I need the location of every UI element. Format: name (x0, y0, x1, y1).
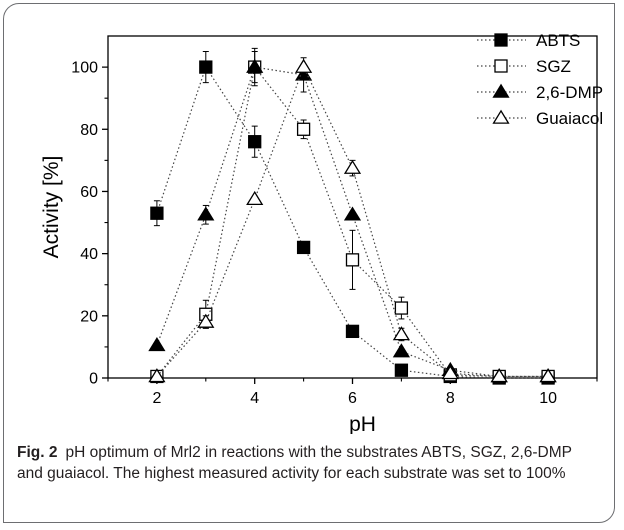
data-point (199, 60, 213, 74)
y-axis-label: Activity [%] (40, 156, 63, 259)
y-tick-label: 60 (80, 184, 98, 201)
x-tick-label: 4 (250, 390, 259, 407)
data-point (246, 58, 264, 73)
data-point (345, 253, 360, 267)
data-point (539, 368, 557, 383)
data-point (392, 326, 410, 341)
data-point (441, 365, 459, 380)
legend-label: Guaiacol (536, 109, 603, 128)
data-point (296, 122, 311, 136)
x-tick-label: 6 (348, 390, 357, 407)
figure-caption: Fig. 2 pH optimum of Mrl2 in reactions wi… (17, 442, 577, 484)
data-point (296, 240, 311, 255)
data-point (490, 368, 508, 383)
legend-item-guaiacol: Guaiacol (477, 109, 603, 128)
y-tick-label: 20 (80, 308, 98, 325)
data-point (343, 159, 362, 174)
data-point (295, 66, 313, 81)
data-point (343, 206, 362, 221)
y-tick-label: 0 (89, 371, 98, 388)
caption-text: pH optimum of Mrl2 in reactions with the… (17, 444, 572, 482)
legend-label: 2,6-DMP (536, 83, 603, 102)
y-tick-label: 80 (80, 122, 98, 139)
legend-item-sgz: SGZ (477, 57, 571, 76)
x-axis-label: pH (349, 413, 376, 434)
data-point (148, 337, 166, 352)
plot-area (148, 47, 557, 385)
series-guaiacol (148, 58, 557, 383)
y-tick-label: 40 (80, 246, 98, 263)
x-tick-label: 2 (152, 390, 161, 407)
data-point (392, 343, 410, 358)
data-point (394, 301, 409, 315)
data-point (248, 135, 262, 149)
figure-frame: 2 4 6 8 10 0 20 40 60 80 100 pH Activity [%] ABTS SGZ… (3, 3, 615, 523)
caption-label: Fig. 2 (17, 444, 58, 461)
legend-item-abts: ABTS (477, 31, 580, 50)
data-point (246, 190, 264, 206)
legend-label: SGZ (536, 57, 571, 76)
legend-marker (494, 59, 508, 73)
data-point (394, 363, 409, 377)
legend-item-2-6-dmp: 2,6-DMP (477, 83, 603, 102)
data-point (197, 313, 215, 328)
data-point (345, 324, 360, 339)
x-tick-label: 10 (539, 390, 557, 407)
legend: ABTS SGZ 2,6-DMP Guaiacol (477, 31, 603, 128)
legend-marker (492, 109, 510, 124)
legend-label: ABTS (536, 31, 580, 50)
legend-marker (494, 33, 508, 47)
data-point (197, 206, 215, 221)
data-point (150, 206, 164, 220)
x-tick-label: 8 (446, 390, 455, 407)
legend-marker (492, 83, 510, 98)
y-tick-label: 100 (71, 60, 98, 77)
data-point (148, 368, 166, 383)
data-point (295, 58, 313, 73)
series-line (156, 65, 549, 378)
